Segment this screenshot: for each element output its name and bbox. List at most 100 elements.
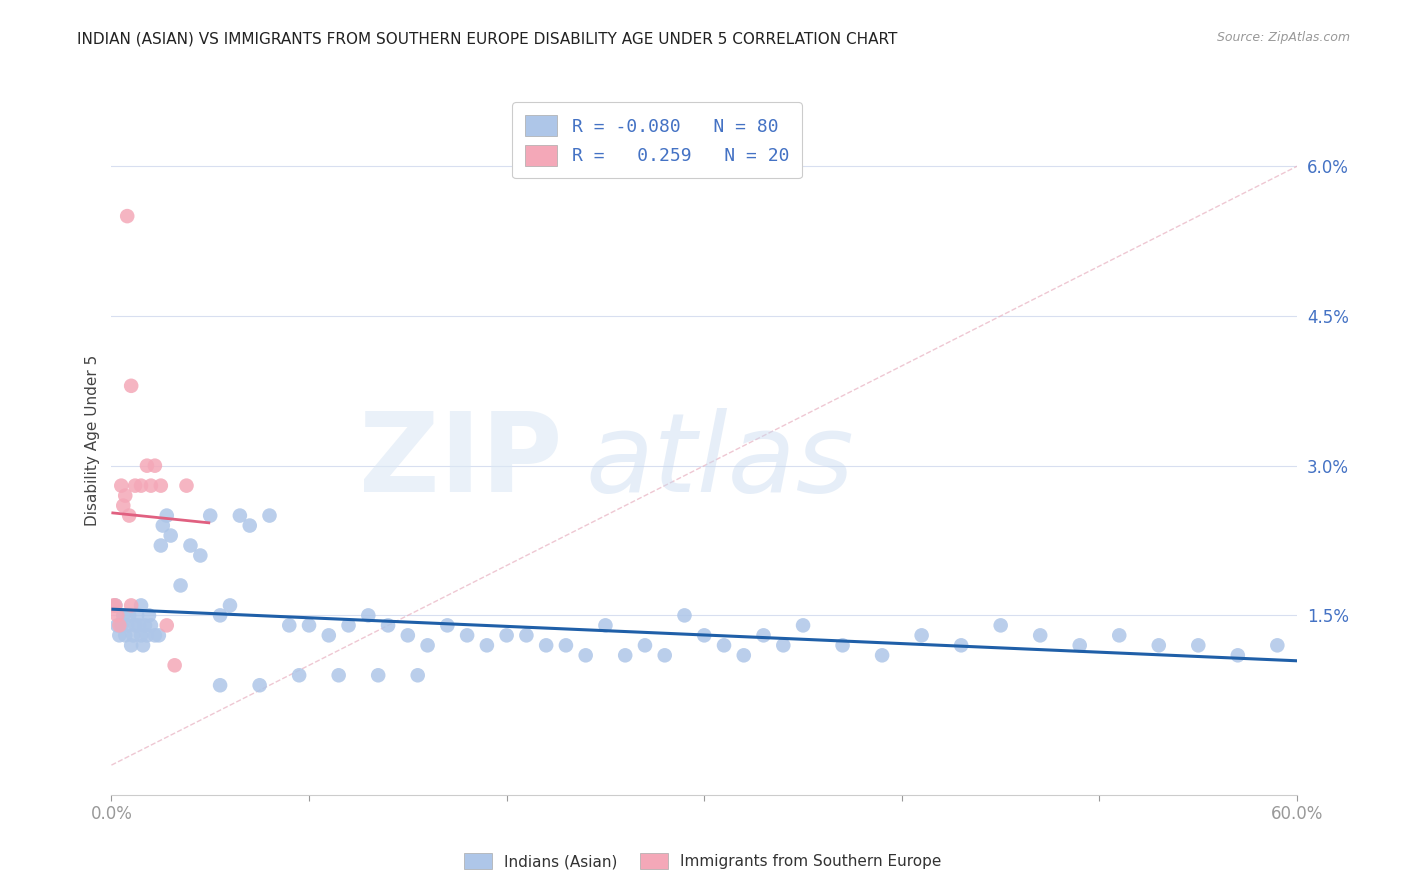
- Point: [337, 618, 360, 632]
- Point: [654, 648, 676, 663]
- Point: [200, 508, 222, 523]
- Point: [114, 489, 136, 503]
- Point: [128, 618, 150, 632]
- Point: [288, 668, 311, 682]
- Point: [239, 518, 262, 533]
- Point: [134, 618, 156, 632]
- Point: [105, 618, 128, 632]
- Point: [396, 628, 419, 642]
- Text: ZIP: ZIP: [359, 409, 562, 516]
- Point: [693, 628, 716, 642]
- Point: [1029, 628, 1052, 642]
- Point: [179, 539, 201, 553]
- Point: [416, 638, 439, 652]
- Point: [112, 499, 135, 513]
- Point: [105, 608, 128, 623]
- Point: [910, 628, 932, 642]
- Point: [328, 668, 350, 682]
- Point: [870, 648, 893, 663]
- Point: [188, 549, 211, 563]
- Point: [406, 668, 429, 682]
- Point: [114, 628, 136, 642]
- Point: [950, 638, 973, 652]
- Point: [1265, 638, 1288, 652]
- Point: [163, 658, 186, 673]
- Point: [713, 638, 735, 652]
- Y-axis label: Disability Age Under 5: Disability Age Under 5: [86, 355, 100, 526]
- Text: INDIAN (ASIAN) VS IMMIGRANTS FROM SOUTHERN EUROPE DISABILITY AGE UNDER 5 CORRELA: INDIAN (ASIAN) VS IMMIGRANTS FROM SOUTHE…: [77, 31, 897, 46]
- Text: Source: ZipAtlas.com: Source: ZipAtlas.com: [1216, 31, 1350, 45]
- Point: [792, 618, 814, 632]
- Point: [1187, 638, 1209, 652]
- Point: [104, 599, 127, 613]
- Point: [132, 638, 155, 652]
- Point: [515, 628, 537, 642]
- Point: [534, 638, 557, 652]
- Point: [136, 628, 159, 642]
- Point: [555, 638, 578, 652]
- Point: [259, 508, 281, 523]
- Point: [209, 608, 232, 623]
- Point: [110, 618, 132, 632]
- Point: [104, 599, 127, 613]
- Point: [1147, 638, 1170, 652]
- Point: [634, 638, 657, 652]
- Point: [136, 458, 159, 473]
- Point: [122, 628, 145, 642]
- Point: [129, 478, 152, 492]
- Point: [152, 518, 174, 533]
- Point: [1108, 628, 1130, 642]
- Point: [249, 678, 271, 692]
- Point: [733, 648, 755, 663]
- Point: [118, 508, 141, 523]
- Point: [377, 618, 399, 632]
- Point: [112, 608, 135, 623]
- Point: [298, 618, 321, 632]
- Point: [614, 648, 637, 663]
- Point: [149, 478, 172, 492]
- Point: [115, 209, 138, 223]
- Point: [575, 648, 598, 663]
- Point: [219, 599, 242, 613]
- Point: [118, 608, 141, 623]
- Point: [129, 628, 152, 642]
- Point: [169, 578, 191, 592]
- Point: [475, 638, 498, 652]
- Point: [156, 508, 179, 523]
- Point: [124, 478, 146, 492]
- Point: [103, 599, 125, 613]
- Point: [1226, 648, 1249, 663]
- Point: [495, 628, 517, 642]
- Text: atlas: atlas: [586, 409, 855, 516]
- Point: [752, 628, 775, 642]
- Point: [990, 618, 1012, 632]
- Point: [120, 379, 142, 393]
- Point: [229, 508, 252, 523]
- Point: [318, 628, 340, 642]
- Point: [129, 599, 152, 613]
- Point: [124, 618, 146, 632]
- Point: [156, 618, 179, 632]
- Point: [159, 528, 181, 542]
- Point: [143, 628, 166, 642]
- Point: [673, 608, 696, 623]
- Point: [115, 618, 138, 632]
- Point: [139, 478, 162, 492]
- Point: [367, 668, 389, 682]
- Point: [456, 628, 478, 642]
- Point: [831, 638, 853, 652]
- Point: [127, 608, 149, 623]
- Point: [108, 618, 131, 632]
- Point: [176, 478, 198, 492]
- Point: [120, 599, 142, 613]
- Point: [357, 608, 380, 623]
- Point: [108, 628, 131, 642]
- Point: [139, 618, 162, 632]
- Legend: Indians (Asian), Immigrants from Southern Europe: Indians (Asian), Immigrants from Souther…: [458, 847, 948, 875]
- Point: [772, 638, 794, 652]
- Point: [138, 608, 160, 623]
- Point: [149, 539, 172, 553]
- Legend: R = -0.080   N = 80, R =   0.259   N = 20: R = -0.080 N = 80, R = 0.259 N = 20: [512, 103, 801, 178]
- Point: [143, 458, 166, 473]
- Point: [1069, 638, 1091, 652]
